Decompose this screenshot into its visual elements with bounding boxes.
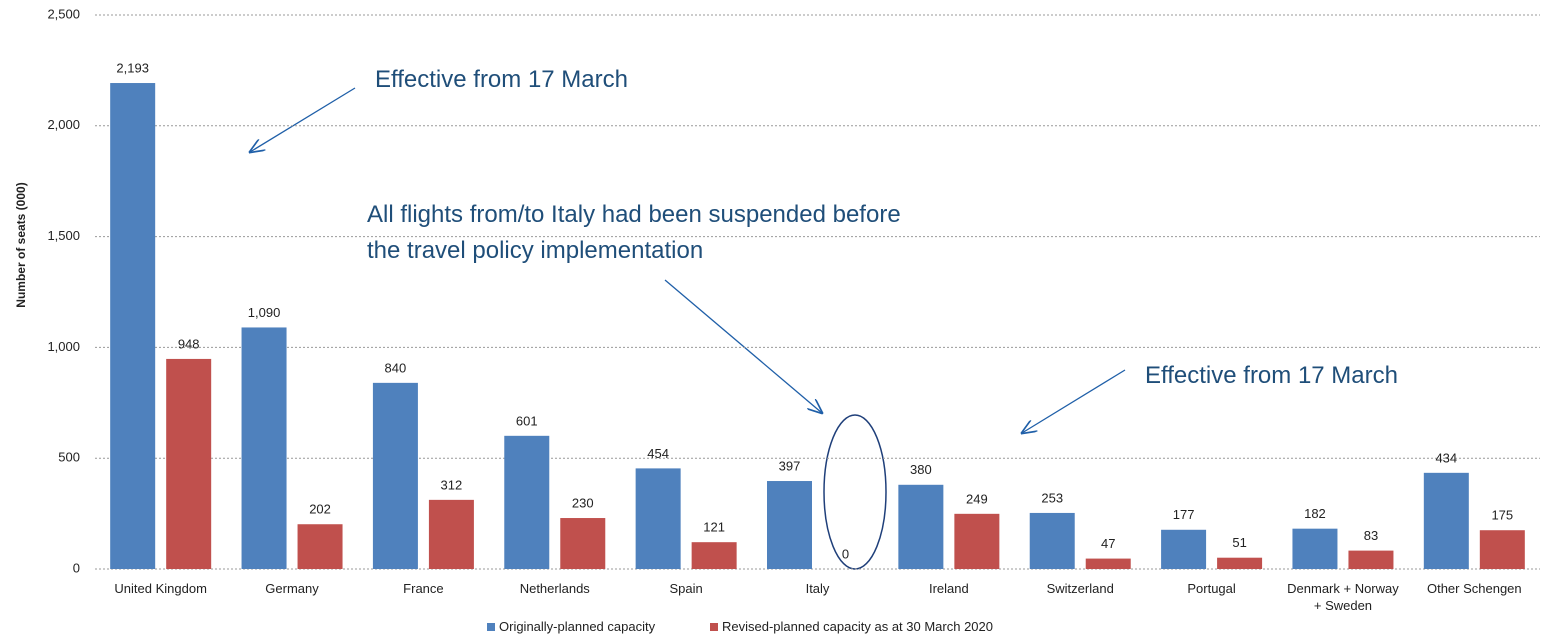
value-label: 380 <box>910 462 932 477</box>
bar <box>1479 530 1525 569</box>
bar <box>691 542 737 569</box>
annotation: Effective from 17 March <box>1145 362 1398 389</box>
arrow <box>1022 369 1126 433</box>
bar <box>1161 529 1207 569</box>
y-tick-label: 2,000 <box>47 117 80 132</box>
value-label: 601 <box>516 413 538 428</box>
bar <box>1029 512 1075 569</box>
bar <box>372 382 418 569</box>
y-tick-label: 2,500 <box>47 6 80 21</box>
x-tick-label: Spain <box>669 581 703 596</box>
y-tick-label: 1,500 <box>47 228 80 243</box>
bar <box>110 83 156 570</box>
legend-swatch <box>487 623 495 631</box>
bar <box>1292 528 1338 569</box>
bar <box>241 327 287 569</box>
bar <box>635 468 681 569</box>
legend-label: Revised-planned capacity as at 30 March … <box>722 619 993 634</box>
legend-item: Revised-planned capacity as at 30 March … <box>710 619 993 634</box>
arrow <box>250 87 356 152</box>
value-label: 840 <box>385 360 407 375</box>
bar <box>1423 472 1469 569</box>
value-label: 230 <box>572 495 594 510</box>
value-label: 948 <box>178 336 200 351</box>
x-tick-label: United Kingdom <box>114 581 207 596</box>
bar <box>560 518 606 569</box>
bar <box>1348 550 1394 569</box>
value-label: 83 <box>1364 528 1378 543</box>
value-label: 182 <box>1304 506 1326 521</box>
x-tick-label: Other Schengen <box>1426 581 1522 596</box>
value-label: 175 <box>1491 508 1513 523</box>
x-tick-label: Switzerland <box>1046 581 1114 596</box>
value-label: 253 <box>1041 490 1063 505</box>
bar <box>954 513 1000 569</box>
bar <box>297 524 343 569</box>
y-tick-label: 0 <box>73 560 80 575</box>
bar <box>1085 558 1131 569</box>
highlight-ellipse <box>823 414 887 570</box>
arrow <box>664 279 822 413</box>
value-label: 51 <box>1232 535 1246 550</box>
bar <box>767 481 812 569</box>
y-tick-label: 1,000 <box>47 339 80 354</box>
y-tick-label: 500 <box>58 450 80 465</box>
value-label: 2,193 <box>116 60 149 75</box>
bar <box>898 484 944 569</box>
bar <box>166 358 212 569</box>
value-label: 434 <box>1435 450 1457 465</box>
value-label: 47 <box>1101 536 1115 551</box>
annotation: All flights from/to Italy had been suspe… <box>367 201 901 264</box>
x-tick-label: Ireland <box>928 581 969 596</box>
value-label: 454 <box>647 446 669 461</box>
y-axis-label: Number of seats (000) <box>14 182 28 307</box>
bar <box>1217 557 1263 569</box>
value-label: 121 <box>703 520 725 535</box>
bar <box>428 499 474 569</box>
value-label: 249 <box>966 491 988 506</box>
value-label: 0 <box>842 546 849 561</box>
value-label: 177 <box>1173 507 1195 522</box>
x-tick-label: Portugal <box>1187 581 1236 596</box>
x-tick-label: France <box>403 581 444 596</box>
legend-swatch <box>710 623 718 631</box>
value-label: 312 <box>441 477 463 492</box>
annotation: Effective from 17 March <box>375 66 628 93</box>
value-label: 202 <box>309 502 331 517</box>
x-tick-label: Netherlands <box>519 581 590 596</box>
x-tick-label: Germany <box>265 581 319 596</box>
legend-item: Originally-planned capacity <box>487 619 655 634</box>
value-label: 397 <box>779 458 801 473</box>
bar <box>504 435 550 569</box>
x-tick-label: Denmark + Norway + Sweden <box>1287 581 1399 613</box>
value-label: 1,090 <box>248 305 281 320</box>
x-tick-label: Italy <box>805 581 830 596</box>
legend-label: Originally-planned capacity <box>499 619 656 634</box>
